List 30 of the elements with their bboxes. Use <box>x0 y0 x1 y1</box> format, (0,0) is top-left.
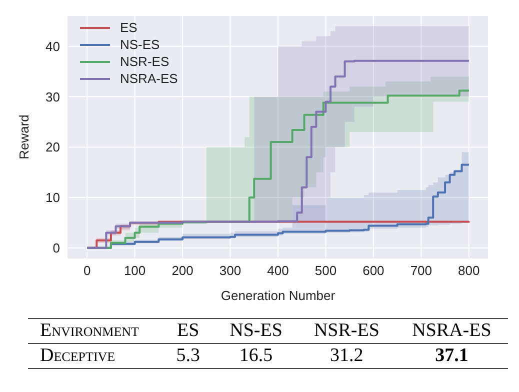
x-tick-label: 400 <box>267 263 289 278</box>
text: 16.5 <box>238 344 274 368</box>
x-tick-label: 200 <box>172 263 194 278</box>
legend-label: NSR-ES <box>120 54 170 69</box>
x-tick-label: 0 <box>83 263 91 278</box>
x-axis-title: Generation Number <box>220 288 336 303</box>
legend-label: ES <box>120 20 138 35</box>
category-label: Environment <box>39 319 140 343</box>
category-label: ES <box>176 319 200 343</box>
x-tick-label: 600 <box>362 263 384 278</box>
y-tick-label: 40 <box>46 38 60 54</box>
x-tick-label: 300 <box>219 263 242 278</box>
y-tick-label: 20 <box>46 140 60 155</box>
x-tick-label: 800 <box>458 263 480 278</box>
category-label: NSRA-ES <box>411 319 492 343</box>
text: 5.3 <box>175 344 202 368</box>
x-tick-label: 500 <box>314 263 337 278</box>
legend-label: NS-ES <box>120 37 160 52</box>
x-tick-label: 700 <box>410 263 432 278</box>
y-tick-label: 10 <box>46 190 60 206</box>
category-label: NSR-ES <box>312 319 380 343</box>
y-axis-title: Reward <box>16 114 32 160</box>
y-tick-label: 0 <box>52 240 60 256</box>
text: 37.1 <box>434 344 470 368</box>
category-label: NS-ES <box>228 319 284 343</box>
y-tick-label: 30 <box>46 89 60 104</box>
x-tick-label: 100 <box>124 263 146 278</box>
text: Deceptive <box>39 344 116 368</box>
text: 31.2 <box>329 344 364 368</box>
legend-label: NSRA-ES <box>120 71 178 86</box>
